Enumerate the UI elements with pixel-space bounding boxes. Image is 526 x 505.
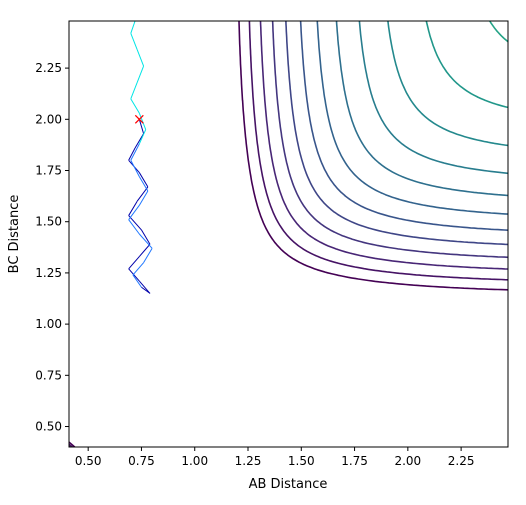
contour-line xyxy=(425,21,508,109)
x-tick-label: 1.50 xyxy=(288,454,315,468)
contour-line xyxy=(358,21,508,175)
trajectory-segment xyxy=(138,233,153,249)
contour-line xyxy=(299,21,508,231)
trajectory-segment xyxy=(130,98,140,114)
contour-line xyxy=(387,21,508,147)
trajectory-segment xyxy=(132,274,142,288)
y-tick-label: 0.50 xyxy=(35,420,62,434)
y-tick-label: 1.50 xyxy=(35,215,62,229)
y-tick-label: 2.00 xyxy=(35,112,62,126)
trajectory-segment xyxy=(128,147,136,161)
contour-line xyxy=(271,21,508,259)
trajectory-segment xyxy=(136,186,149,202)
trajectory-segment xyxy=(134,133,145,149)
start-marker xyxy=(134,114,144,124)
trajectory-segment xyxy=(138,280,151,294)
trajectory-segment xyxy=(136,65,145,83)
trajectory-segment xyxy=(138,119,145,134)
contour-line xyxy=(69,21,508,447)
y-axis-label: BC Distance xyxy=(7,195,22,274)
contour-lines xyxy=(69,21,508,447)
plot-background xyxy=(69,21,508,447)
trajectory-segment xyxy=(128,219,140,235)
y-tick-label: 2.25 xyxy=(35,61,62,75)
trajectory xyxy=(128,21,153,294)
trajectory-segment xyxy=(130,21,136,34)
trajectory-segment xyxy=(138,190,149,206)
x-tick-label: 1.75 xyxy=(341,454,368,468)
x-tick-label: 2.00 xyxy=(394,454,421,468)
y-tick-label: 1.25 xyxy=(35,266,62,280)
x-tick-label: 2.25 xyxy=(448,454,475,468)
contour-line xyxy=(316,21,508,215)
trajectory-segment xyxy=(130,143,140,161)
trajectory-segment xyxy=(128,200,138,216)
trajectory-segment xyxy=(128,205,140,220)
contour-line xyxy=(285,21,508,246)
y-tick-label: 1.00 xyxy=(35,317,62,331)
trajectory-segment xyxy=(138,112,147,130)
trajectory-segment xyxy=(128,268,140,282)
trajectory-segment xyxy=(141,286,151,294)
y-tick-label: 1.75 xyxy=(35,164,62,178)
contour-line xyxy=(69,21,508,447)
trajectory-segment xyxy=(130,82,138,100)
trajectory-segment xyxy=(138,129,147,145)
trajectory-segment xyxy=(143,248,153,263)
x-tick-label: 0.75 xyxy=(128,454,155,468)
trajectory-segment xyxy=(138,176,149,192)
trajectory-segment xyxy=(138,172,149,188)
trajectory-segment xyxy=(128,215,142,231)
trajectory-segment xyxy=(136,49,145,67)
x-tick-label: 1.00 xyxy=(181,454,208,468)
contour-line xyxy=(335,21,508,197)
plot-frame xyxy=(68,20,509,448)
x-tick-label: 1.25 xyxy=(235,454,262,468)
y-tick-label: 0.75 xyxy=(35,368,62,382)
x-axis-label: AB Distance xyxy=(249,477,328,492)
trajectory-segment xyxy=(128,256,140,270)
trajectory-segment xyxy=(141,229,151,245)
trajectory-segment xyxy=(132,262,144,276)
trajectory-segment xyxy=(138,243,151,257)
x-axis-ticks: 0.50 0.75 1.00 1.25 1.50 1.75 2.00 2.25 xyxy=(75,447,475,468)
trajectory-segment xyxy=(130,160,140,177)
start-marker-stroke xyxy=(134,114,144,124)
y-axis-ticks: 0.50 0.75 1.00 1.25 1.50 1.75 2.00 2.25 xyxy=(35,61,69,434)
trajectory-segment xyxy=(130,33,138,50)
x-tick-label: 0.50 xyxy=(75,454,102,468)
contour-line xyxy=(488,21,508,43)
